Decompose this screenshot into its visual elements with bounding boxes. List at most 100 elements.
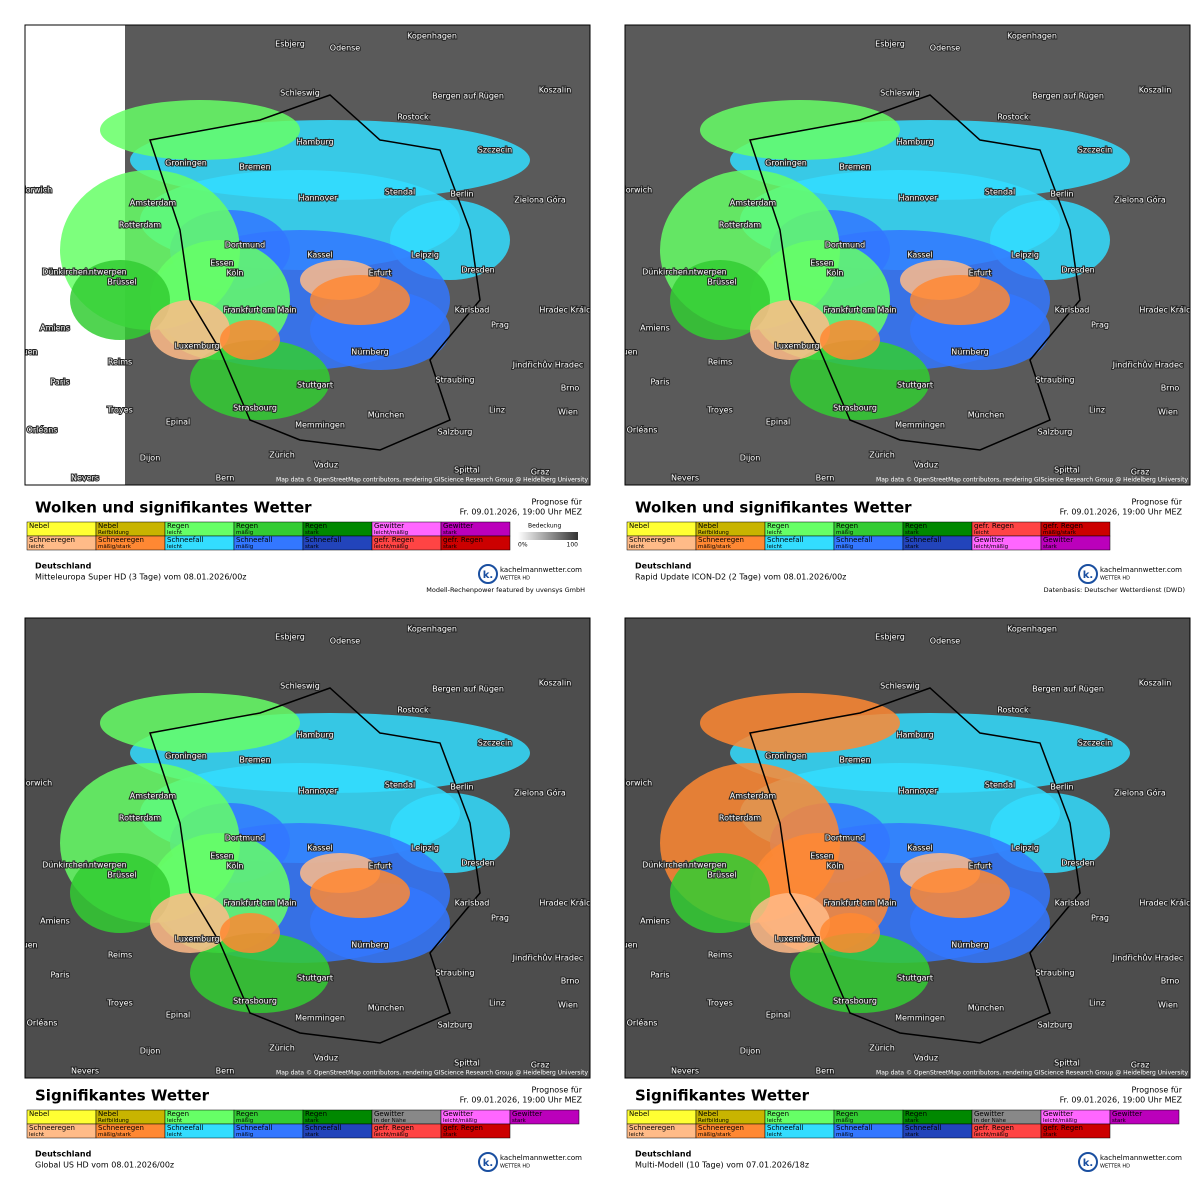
legend-label: Gewitter — [374, 1110, 404, 1118]
city-label: Dresden — [461, 266, 494, 275]
city-label: Nevers — [671, 1067, 699, 1076]
city-label: Szczecin — [1078, 146, 1113, 155]
legend-label: Gewitter — [1043, 1110, 1073, 1118]
city-label: Köln — [826, 269, 843, 278]
city-label: Orléans — [627, 1018, 658, 1028]
credit: Datenbasis: Deutscher Wetterdienst (DWD) — [1044, 586, 1185, 594]
city-label: Norwich — [620, 186, 652, 195]
city-label: Hradec Králové — [1139, 898, 1200, 908]
city-label: Jindřichův Hradec — [512, 360, 584, 370]
legend-label: Schneefall — [767, 536, 803, 544]
legend-sublabel: in der Nähe — [974, 1118, 1007, 1124]
panel-title: Wolken und signifikantes Wetter — [35, 499, 312, 517]
attribution: Map data © OpenStreetMap contributors, r… — [276, 1070, 588, 1077]
attribution: Map data © OpenStreetMap contributors, r… — [876, 1070, 1188, 1077]
city-label: Schleswig — [280, 682, 320, 691]
city-label: Schleswig — [880, 682, 920, 691]
city-label: Odense — [330, 44, 361, 53]
city-label: Brno — [561, 977, 580, 986]
city-label: Bergen auf Rügen — [432, 685, 504, 694]
forecast-time: Fr. 09.01.2026, 19:00 Uhr MEZ — [460, 1096, 583, 1105]
legend-label: Regen — [236, 1110, 258, 1118]
city-label: Esbjerg — [875, 40, 905, 49]
legend-label: Schneefall — [167, 1124, 203, 1132]
city-label: Koszalin — [539, 86, 572, 95]
legend-label: Regen — [167, 1110, 189, 1118]
city-label: Bremen — [839, 163, 870, 172]
weather-area — [150, 893, 230, 953]
border — [749, 687, 1081, 1044]
legend-label: Nebel — [29, 1110, 49, 1118]
city-label: Graz — [531, 468, 550, 477]
legend-label: Gewitter — [374, 522, 404, 530]
legend-label: Schneeregen — [698, 1124, 744, 1132]
city-label: Strasbourg — [833, 997, 877, 1006]
city-label: Hannover — [899, 194, 939, 203]
city-label: Koszalin — [1139, 86, 1172, 95]
city-label: Rostock — [397, 113, 429, 122]
city-label: Prag — [491, 914, 509, 923]
city-label: Spittal — [1054, 1059, 1080, 1068]
city-label: Norwich — [20, 779, 52, 788]
city-label: Koszalin — [1139, 679, 1172, 688]
city-label: Salzburg — [1038, 1021, 1073, 1030]
city-label: Epinal — [166, 1011, 191, 1020]
legend-sublabel: Reifbildung — [98, 530, 129, 536]
city-label: Esbjerg — [275, 40, 305, 49]
city-label: Schleswig — [280, 89, 320, 98]
city-label: Dresden — [1061, 859, 1094, 868]
city-label: Antwerpen — [83, 268, 127, 277]
weather-area — [700, 693, 900, 753]
city-label: Memmingen — [295, 421, 345, 430]
map-frame — [24, 617, 591, 1079]
city-label: Erfurt — [369, 862, 392, 871]
city-label: Dresden — [1061, 266, 1094, 275]
city-label: Erfurt — [369, 269, 392, 278]
city-label: Bern — [216, 474, 235, 483]
legend-label: gefr. Regen — [974, 1124, 1014, 1132]
city-label: Hradec Králové — [539, 305, 600, 315]
legend-label: Schneefall — [167, 536, 203, 544]
forecast-label: Prognose für — [1131, 1086, 1182, 1095]
logo-circle — [1078, 564, 1098, 584]
weather-area — [670, 260, 770, 340]
city-label: Orléans — [27, 425, 58, 435]
legend-label: gefr. Regen — [974, 522, 1014, 530]
city-label: Hamburg — [896, 731, 933, 740]
city-label: Kopenhagen — [407, 32, 457, 41]
weather-area — [70, 853, 170, 933]
city-label: Norwich — [20, 186, 52, 195]
legend-sublabel: leicht — [629, 1132, 645, 1138]
city-label: Leipzig — [1011, 844, 1039, 853]
city-label: Luxemburg — [775, 342, 820, 351]
city-label: Hamburg — [896, 138, 933, 147]
panel: Esbjerg Odense Kopenhagen Schleswig Bergen a… — [620, 24, 1191, 594]
panel: Esbjerg Odense Kopenhagen Schleswig Bergen a… — [624, 617, 1200, 1172]
city-label: Karlsbad — [1055, 899, 1090, 908]
city-label: Straubing — [436, 969, 475, 978]
city-label: Hradec Králové — [539, 898, 600, 908]
city-label: Epinal — [166, 418, 191, 427]
city-label: Zürich — [869, 451, 895, 460]
city-label: Paris — [650, 378, 669, 387]
legend-label: Regen — [767, 1110, 789, 1118]
legend-label: Nebel — [629, 1110, 649, 1118]
legend-label: gefr. Regen — [374, 536, 414, 544]
legend-sublabel: mäßig — [836, 1118, 853, 1124]
city-label: Berlin — [1050, 783, 1073, 792]
city-label: Hannover — [899, 787, 939, 796]
city-label: Schleswig — [880, 89, 920, 98]
legend-label: Regen — [305, 1110, 327, 1118]
legend-sublabel: stark — [905, 544, 920, 550]
city-label: Memmingen — [295, 1014, 345, 1023]
model: Multi-Modell (10 Tage) vom 07.01.2026/18… — [635, 1161, 809, 1170]
legend-sublabel: leicht — [29, 1132, 45, 1138]
legend-sublabel: leicht — [29, 544, 45, 550]
city-label: Rouen — [12, 348, 37, 357]
legend-sublabel: mäßig/stark — [98, 1132, 132, 1138]
city-label: Luxemburg — [175, 342, 220, 351]
city-label: Dortmund — [225, 834, 266, 843]
city-label: Paris — [650, 971, 669, 980]
logo-letter: k. — [1083, 1158, 1093, 1169]
